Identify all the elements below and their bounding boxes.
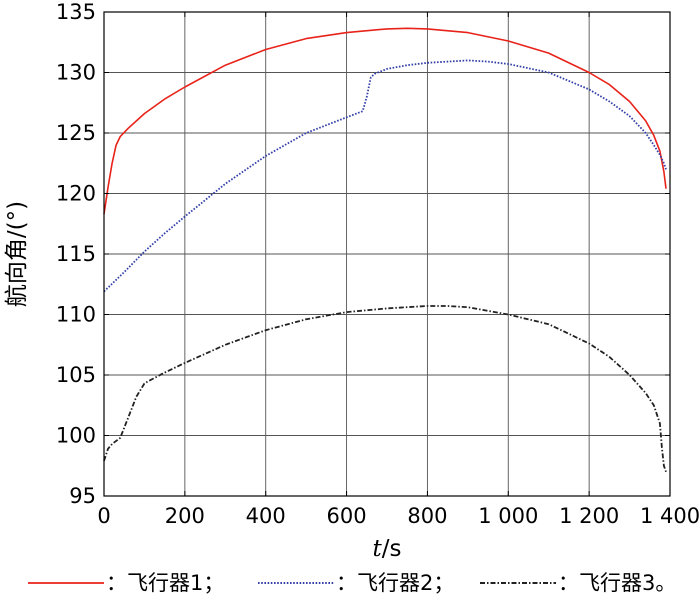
y-tick-label: 95 <box>69 484 96 508</box>
x-tick-label: 400 <box>246 504 286 528</box>
legend-label-3: ：飞行器3。 <box>558 571 676 595</box>
legend-label-2: ：飞行器2； <box>336 571 454 595</box>
x-tick-label: 600 <box>327 504 367 528</box>
series-line-2 <box>103 59 667 293</box>
y-tick-label: 115 <box>56 242 96 266</box>
y-tick-label: 125 <box>56 121 96 145</box>
axis-ticks: 95 100 105 110 115 120 125 130 135 0 200 400 600 800 1… <box>56 0 700 528</box>
x-tick-label: 1 200 <box>559 504 619 528</box>
y-tick-label: 130 <box>56 61 96 85</box>
series-line-1 <box>103 27 667 215</box>
y-axis-label: 航向角/(°) <box>4 201 30 307</box>
y-tick-label: 135 <box>56 0 96 24</box>
x-axis-label: t/s <box>373 536 402 562</box>
legend-label-1: ：飞行器1； <box>106 571 224 595</box>
y-tick-label: 105 <box>56 363 96 387</box>
x-axis-unit: /s <box>382 536 402 562</box>
x-tick-label: 1 000 <box>478 504 538 528</box>
y-tick-label: 120 <box>56 182 96 206</box>
x-tick-label: 800 <box>407 504 447 528</box>
grid-lines <box>104 12 670 496</box>
x-axis-variable: t <box>373 536 383 562</box>
x-tick-label: 200 <box>165 504 205 528</box>
y-tick-label: 100 <box>56 424 96 448</box>
series-lines <box>103 27 667 473</box>
legend: ：飞行器1； ：飞行器2； ：飞行器3。 <box>28 571 676 595</box>
x-tick-label: 1 400 <box>640 504 700 528</box>
x-tick-label: 0 <box>97 504 110 528</box>
y-tick-label: 110 <box>56 303 96 327</box>
series-line-3 <box>103 305 667 473</box>
